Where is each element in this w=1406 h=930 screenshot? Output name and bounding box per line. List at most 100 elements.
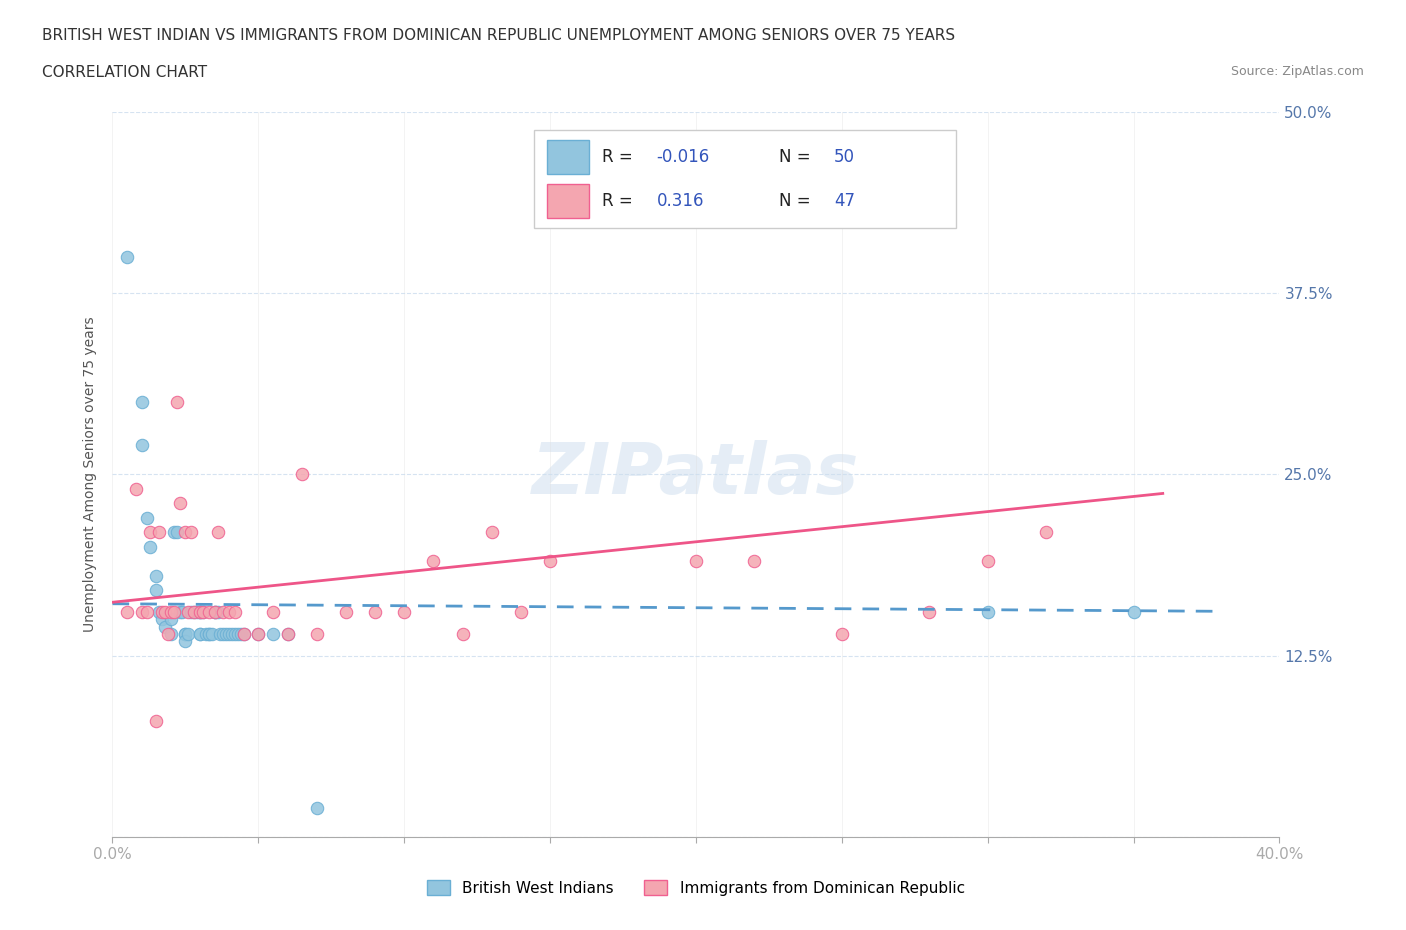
Point — [262, 604, 284, 619]
Point — [226, 627, 249, 642]
Point — [247, 627, 270, 642]
Point — [1035, 525, 1057, 539]
Point — [136, 511, 159, 525]
Point — [262, 627, 284, 642]
Point — [207, 525, 229, 539]
Text: 47: 47 — [834, 192, 855, 209]
Text: 0.316: 0.316 — [657, 192, 704, 209]
Point — [163, 604, 186, 619]
Point — [194, 627, 217, 642]
Point — [204, 604, 226, 619]
Point — [148, 604, 170, 619]
FancyBboxPatch shape — [547, 184, 589, 219]
Point — [174, 627, 197, 642]
Point — [197, 604, 219, 619]
Point — [160, 612, 183, 627]
Point — [218, 604, 240, 619]
Point — [125, 482, 148, 497]
Point — [177, 604, 200, 619]
Point — [172, 604, 194, 619]
Point — [224, 604, 246, 619]
Point — [232, 627, 254, 642]
Point — [218, 627, 240, 642]
Point — [191, 604, 214, 619]
Point — [139, 539, 162, 554]
Point — [976, 604, 998, 619]
Point — [276, 627, 298, 642]
Point — [276, 627, 298, 642]
Point — [148, 525, 170, 539]
FancyBboxPatch shape — [547, 140, 589, 174]
Point — [221, 627, 243, 642]
Point — [186, 604, 208, 619]
Point — [451, 627, 474, 642]
Point — [742, 554, 765, 569]
Point — [174, 627, 197, 642]
Point — [150, 612, 173, 627]
Point — [169, 496, 191, 511]
Point — [131, 438, 153, 453]
Point — [685, 554, 707, 569]
Point — [160, 604, 183, 619]
Text: R =: R = — [602, 148, 638, 166]
Point — [212, 604, 235, 619]
Point — [115, 249, 138, 264]
Point — [183, 604, 205, 619]
Point — [160, 627, 183, 642]
Point — [976, 554, 998, 569]
Point — [150, 604, 173, 619]
Point — [212, 627, 235, 642]
Text: N =: N = — [779, 192, 815, 209]
Point — [305, 627, 328, 642]
Point — [177, 627, 200, 642]
Point — [918, 604, 941, 619]
Point — [131, 394, 153, 409]
Point — [201, 627, 224, 642]
Point — [188, 604, 211, 619]
Point — [169, 604, 191, 619]
Point — [247, 627, 270, 642]
Point — [392, 604, 416, 619]
Point — [481, 525, 503, 539]
Point — [166, 394, 188, 409]
Point — [209, 627, 232, 642]
Point — [291, 467, 314, 482]
Point — [153, 604, 176, 619]
Point — [204, 604, 226, 619]
Point — [145, 568, 167, 583]
Point — [188, 627, 211, 642]
Point — [335, 604, 357, 619]
FancyBboxPatch shape — [534, 130, 956, 228]
Point — [166, 525, 188, 539]
Point — [183, 604, 205, 619]
Point — [174, 525, 197, 539]
Text: R =: R = — [602, 192, 638, 209]
Point — [115, 604, 138, 619]
Point — [207, 604, 229, 619]
Point — [364, 604, 387, 619]
Point — [204, 604, 226, 619]
Point — [197, 627, 219, 642]
Point — [145, 583, 167, 598]
Point — [180, 604, 202, 619]
Point — [626, 177, 648, 192]
Point — [131, 604, 153, 619]
Point — [145, 713, 167, 728]
Point — [156, 627, 179, 642]
Point — [509, 604, 531, 619]
Text: BRITISH WEST INDIAN VS IMMIGRANTS FROM DOMINICAN REPUBLIC UNEMPLOYMENT AMONG SEN: BRITISH WEST INDIAN VS IMMIGRANTS FROM D… — [42, 28, 955, 43]
Text: 50: 50 — [834, 148, 855, 166]
Text: ZIPatlas: ZIPatlas — [533, 440, 859, 509]
Point — [153, 619, 176, 634]
Text: CORRELATION CHART: CORRELATION CHART — [42, 65, 207, 80]
Point — [422, 554, 444, 569]
Point — [305, 801, 328, 816]
Point — [136, 604, 159, 619]
Point — [188, 604, 211, 619]
Point — [188, 627, 211, 642]
Point — [831, 627, 853, 642]
Point — [224, 627, 246, 642]
Text: Source: ZipAtlas.com: Source: ZipAtlas.com — [1230, 65, 1364, 78]
Point — [163, 525, 186, 539]
Point — [180, 525, 202, 539]
